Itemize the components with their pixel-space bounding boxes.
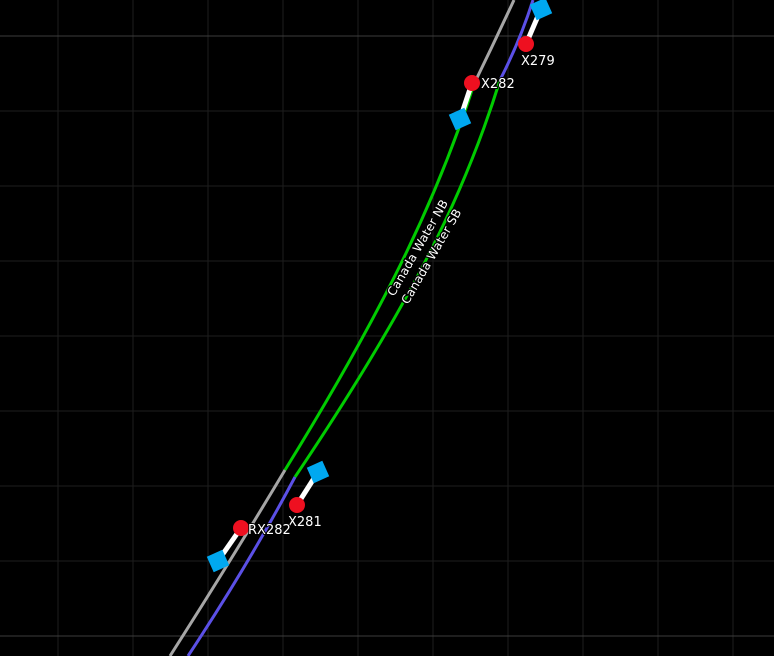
signal-label: RX282: [248, 523, 291, 538]
signal-lamp-icon[interactable]: [289, 497, 305, 513]
track-canada-water-nb-segment-grey[interactable]: [168, 469, 287, 656]
signal-square-marker[interactable]: [306, 460, 330, 484]
signal-lamp-icon[interactable]: [233, 520, 249, 536]
track-canada-water-sb-segment-purple[interactable]: [498, 0, 535, 81]
signal-label: X281: [288, 515, 322, 530]
track-canada-water-sb-segment-green[interactable]: [293, 79, 502, 478]
track-canada-water-nb-segment-green[interactable]: [283, 83, 476, 471]
signal-label: X279: [521, 54, 555, 69]
signal-square-marker[interactable]: [206, 549, 230, 573]
signal-lamp-icon[interactable]: [518, 36, 534, 52]
track-canada-water-nb-segment-grey[interactable]: [472, 0, 516, 85]
track-canada-water-sb-segment-purple[interactable]: [186, 476, 297, 656]
signal-square-marker[interactable]: [448, 107, 472, 131]
signal-X279[interactable]: X279: [518, 0, 556, 70]
signal-label: X282: [481, 77, 515, 92]
signal-lamp-icon[interactable]: [464, 75, 480, 91]
signal-X282[interactable]: X282: [448, 75, 516, 131]
signal-square-marker[interactable]: [529, 0, 553, 21]
signal-X281[interactable]: X281: [287, 460, 330, 531]
signal-RX282[interactable]: RX282: [206, 520, 292, 573]
